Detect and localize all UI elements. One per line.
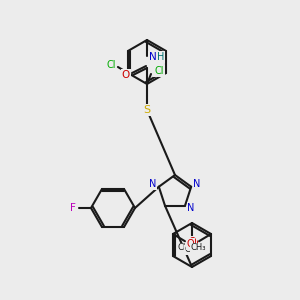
- Text: H: H: [157, 52, 165, 62]
- Text: O: O: [188, 237, 196, 247]
- Text: CH₃: CH₃: [178, 243, 193, 252]
- Text: N: N: [149, 179, 157, 189]
- Text: F: F: [70, 203, 76, 213]
- Text: Cl: Cl: [106, 60, 116, 70]
- Text: S: S: [143, 105, 151, 115]
- Text: Cl: Cl: [154, 66, 164, 76]
- Text: CH₃: CH₃: [191, 243, 206, 252]
- Text: O: O: [186, 239, 194, 249]
- Text: N: N: [149, 52, 157, 62]
- Text: CH₃: CH₃: [184, 245, 200, 254]
- Text: N: N: [194, 179, 201, 189]
- Text: O: O: [190, 239, 198, 249]
- Text: N: N: [187, 203, 195, 213]
- Text: O: O: [122, 70, 130, 80]
